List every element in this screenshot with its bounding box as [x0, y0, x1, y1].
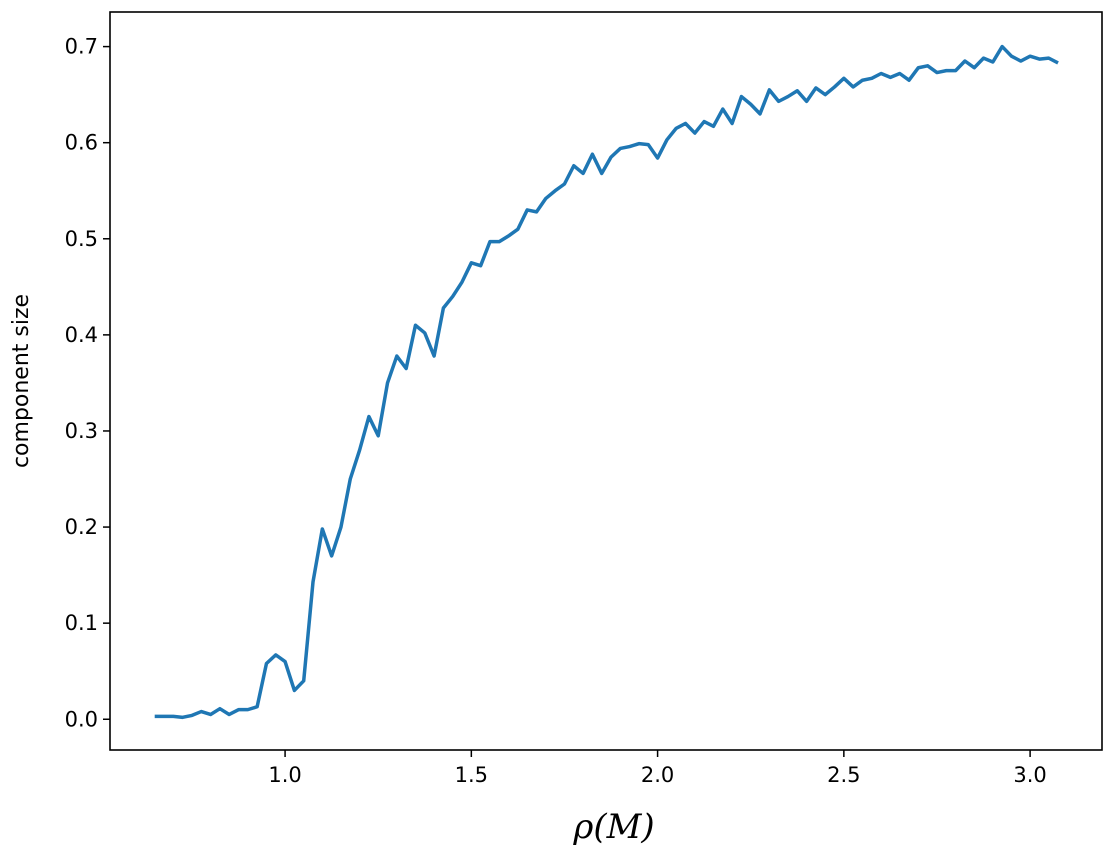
- x-tick-label: 3.0: [1013, 763, 1046, 787]
- y-tick-label: 0.1: [65, 611, 98, 635]
- plot-frame: [109, 11, 1103, 751]
- x-tick-label: 2.0: [641, 763, 674, 787]
- data-line: [154, 44, 1059, 720]
- y-tick-label: 0.0: [65, 707, 98, 731]
- y-axis-label: component size: [9, 294, 34, 468]
- y-tick-label: 0.3: [65, 419, 98, 443]
- x-tick-label: 1.0: [268, 763, 301, 787]
- y-tick-label: 0.7: [65, 35, 98, 59]
- x-axis-label: ρ(M): [572, 807, 654, 845]
- x-tick-label: 1.5: [455, 763, 488, 787]
- y-tick-label: 0.5: [65, 227, 98, 251]
- y-tick-label: 0.4: [65, 323, 98, 347]
- x-tick-label: 2.5: [827, 763, 860, 787]
- y-tick-label: 0.2: [65, 515, 98, 539]
- y-tick-label: 0.6: [65, 131, 98, 155]
